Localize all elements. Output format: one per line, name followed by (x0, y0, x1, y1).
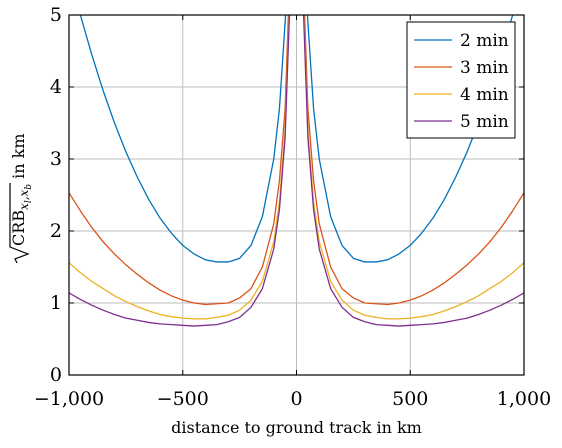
y-tick-label: 4 (50, 76, 62, 98)
series-branch-left (69, 15, 290, 306)
y-tick-label: 5 (50, 4, 62, 26)
series-line-4-min (69, 15, 524, 320)
legend: 2 min 3 min 4 min 5 min (406, 21, 516, 139)
legend-label: 2 min (460, 31, 509, 51)
svg-text:CRBxl,xb in km: CRBxl,xb in km (9, 133, 34, 246)
y-tick-label: 3 (50, 148, 62, 170)
y-axis-label-root: CRB (9, 210, 28, 246)
y-axis-label-sub-i: l (24, 200, 34, 203)
y-axis-label-suffix: in km (9, 133, 28, 183)
series-branch-right (303, 15, 524, 306)
legend-label: 5 min (460, 112, 509, 132)
series-branch-left (69, 15, 290, 320)
x-axis-label: distance to ground track in km (171, 418, 422, 437)
x-tick-label: 500 (392, 388, 428, 410)
y-tick-label: 1 (50, 292, 62, 314)
x-tick-label: −1,000 (34, 388, 104, 410)
legend-label: 3 min (460, 58, 509, 78)
x-tick-label: 1,000 (497, 388, 551, 410)
x-tick-label: 0 (290, 388, 302, 410)
legend-box (406, 21, 516, 139)
series-branch-right (303, 15, 524, 320)
sqrt-radical (9, 183, 30, 264)
legend-label: 4 min (460, 85, 509, 105)
series-layer (69, 15, 524, 327)
y-tick-label: 0 (50, 364, 62, 386)
x-tick-label: −500 (157, 388, 209, 410)
y-tick-label: 2 (50, 220, 62, 242)
series-branch-left (69, 15, 291, 327)
y-axis-label-sub-mid: ,x (17, 189, 31, 200)
series-line-3-min (69, 15, 524, 306)
y-axis-label-subscript: x (17, 203, 31, 210)
y-axis-label-sub-b: b (24, 184, 34, 190)
series-branch-left (79, 15, 287, 263)
series-branch-right (302, 15, 524, 327)
y-axis-label: CRBxl,xb in km (9, 133, 34, 264)
series-line-5-min (69, 15, 524, 327)
tick-layer: −1,000 −500 0 500 1,000 0 1 2 3 4 5 (34, 4, 551, 410)
